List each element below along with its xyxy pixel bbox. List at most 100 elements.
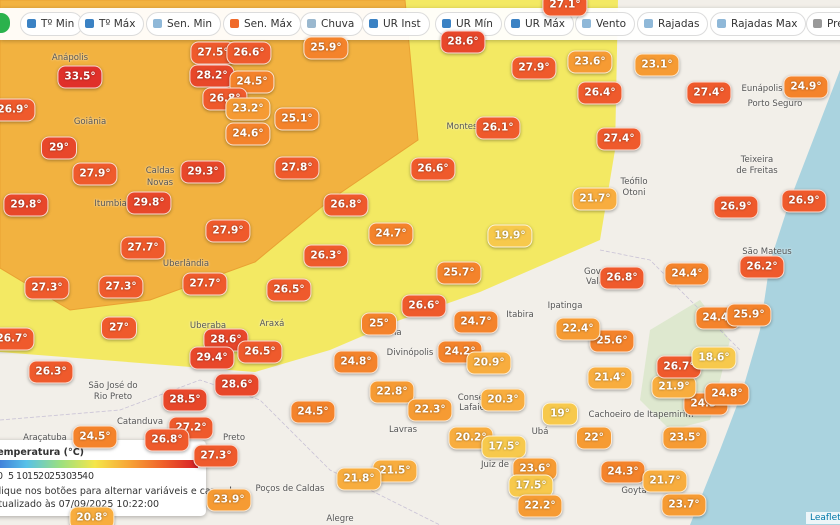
temperature-marker[interactable]: 27.3° [193, 444, 239, 468]
temperature-marker[interactable]: 24.7° [453, 310, 499, 334]
city-label: Porto Seguro [747, 99, 803, 109]
temperature-marker[interactable]: 23.1° [634, 53, 680, 77]
temperature-marker[interactable]: 21.5° [372, 459, 418, 483]
temperature-marker[interactable]: 21.7° [642, 469, 688, 493]
temperature-marker[interactable]: 23.5° [662, 426, 708, 450]
legend: Temperatura (°C) Clique nos botões para … [0, 440, 246, 516]
temperature-marker[interactable]: 27.5° [190, 41, 236, 65]
temperature-marker[interactable]: 22.3° [407, 398, 453, 422]
temperature-marker[interactable]: 23.2° [225, 97, 271, 121]
temperature-marker[interactable]: 22° [576, 426, 612, 450]
temperature-marker[interactable]: 26.7° [656, 355, 702, 379]
temperature-marker[interactable]: 24.8° [333, 350, 379, 374]
temperature-marker[interactable]: 19.9° [487, 224, 533, 248]
layer-button[interactable]: Sen. Máx [223, 12, 302, 36]
temperature-marker[interactable]: 23.6° [567, 50, 613, 74]
temperature-marker[interactable]: 24.3° [600, 460, 646, 484]
temperature-marker[interactable]: 21.8° [336, 467, 382, 491]
layer-button[interactable]: Pressão [806, 12, 840, 36]
temperature-marker[interactable]: 28.6° [214, 373, 260, 397]
temperature-marker[interactable]: 21.4° [587, 366, 633, 390]
temperature-marker[interactable]: 27.9° [205, 219, 251, 243]
temperature-marker[interactable]: 25.9° [303, 36, 349, 60]
temperature-marker[interactable]: 28.2° [189, 64, 235, 88]
layer-button[interactable]: Vento [575, 12, 636, 36]
temperature-marker[interactable]: 26.2° [739, 255, 785, 279]
temperature-marker[interactable]: 27.3° [98, 275, 144, 299]
temperature-marker[interactable]: 29.3° [180, 160, 226, 184]
temperature-marker[interactable]: 26.9° [0, 98, 36, 122]
temperature-marker[interactable]: 28.5° [162, 388, 208, 412]
temperature-marker[interactable]: 29.4° [189, 346, 235, 370]
layer-button[interactable]: Tº Máx [78, 12, 145, 36]
temperature-marker[interactable]: 27.7° [120, 236, 166, 260]
temperature-marker[interactable]: 26.9° [781, 189, 827, 213]
temperature-marker[interactable]: 26.7° [0, 327, 35, 351]
temperature-marker[interactable]: 24.4° [664, 262, 710, 286]
layer-button[interactable]: Tº Min [20, 12, 84, 36]
temperature-marker[interactable]: 24.9° [783, 75, 829, 99]
temperature-marker[interactable]: 21.9° [651, 375, 697, 399]
temperature-marker[interactable]: 27.8° [274, 156, 320, 180]
temperature-marker[interactable]: 27.4° [686, 81, 732, 105]
temperature-marker[interactable]: 24.6° [225, 122, 271, 146]
temperature-marker[interactable]: 24.8° [704, 382, 750, 406]
temperature-marker[interactable]: 17.5° [481, 435, 527, 459]
temperature-marker[interactable]: 23.7° [661, 493, 707, 517]
temperature-marker[interactable]: 25.6° [589, 329, 635, 353]
temperature-marker[interactable]: 26.5° [237, 340, 283, 364]
temperature-marker[interactable]: 26.8° [599, 266, 645, 290]
city-label: Teófilo [620, 177, 648, 187]
layer-button[interactable]: Chuva [300, 12, 364, 36]
layer-button[interactable]: Rajadas Max [710, 12, 807, 36]
temperature-marker[interactable]: 29.8° [3, 193, 49, 217]
temperature-marker[interactable]: 26.3° [303, 244, 349, 268]
temperature-marker[interactable]: 26.9° [713, 195, 759, 219]
temperature-marker[interactable]: 26.6° [401, 294, 447, 318]
temperature-marker[interactable]: 17.5° [508, 474, 554, 498]
temperature-marker[interactable]: 29.8° [126, 191, 172, 215]
temperature-marker[interactable]: 27.9° [511, 56, 557, 80]
temperature-marker[interactable]: 27.1° [542, 0, 588, 17]
temperature-marker[interactable]: 19° [542, 402, 578, 426]
temperature-marker[interactable]: 33.5° [57, 65, 103, 89]
temperature-marker[interactable]: 26.6° [226, 41, 272, 65]
temperature-marker[interactable]: 22.8° [369, 380, 415, 404]
temperature-marker[interactable]: 25.1° [274, 107, 320, 131]
temperature-marker[interactable]: 23.9° [206, 488, 252, 512]
temperature-marker[interactable]: 27.7° [182, 272, 228, 296]
temperature-marker[interactable]: 24.5° [72, 425, 118, 449]
temperature-marker[interactable]: 27° [101, 316, 137, 340]
temperature-marker[interactable]: 21.7° [572, 187, 618, 211]
temperature-marker[interactable]: 26.8° [323, 193, 369, 217]
temperature-marker[interactable]: 29° [41, 136, 77, 160]
toolbar-toggle[interactable] [0, 13, 10, 33]
layer-button[interactable]: UR Inst [362, 12, 430, 36]
temperature-marker[interactable]: 27.3° [24, 276, 70, 300]
attribution[interactable]: Leaflet [806, 512, 840, 524]
button-label: Chuva [321, 18, 355, 30]
temperature-marker[interactable]: 18.6° [691, 346, 737, 370]
temperature-marker[interactable]: 20.9° [466, 351, 512, 375]
temperature-marker[interactable]: 27.4° [596, 127, 642, 151]
temperature-marker[interactable]: 25.9° [726, 303, 772, 327]
temperature-marker[interactable]: 27.9° [72, 162, 118, 186]
temperature-marker[interactable]: 25° [361, 312, 397, 336]
temperature-marker[interactable]: 26.6° [410, 157, 456, 181]
temperature-marker[interactable]: 20.3° [480, 388, 526, 412]
temperature-marker[interactable]: 26.5° [266, 278, 312, 302]
temperature-marker[interactable]: 25.7° [436, 261, 482, 285]
temperature-marker[interactable]: 22.4° [555, 317, 601, 341]
temperature-marker[interactable]: 24.7° [368, 222, 414, 246]
temperature-marker[interactable]: 26.4° [577, 81, 623, 105]
temperature-marker[interactable]: 28.6° [440, 30, 486, 54]
temperature-marker[interactable]: 22.2° [517, 494, 563, 518]
layer-button[interactable]: Rajadas [637, 12, 709, 36]
temperature-marker[interactable]: 20.8° [69, 506, 115, 525]
layer-button[interactable]: Sen. Min [146, 12, 222, 36]
temperature-marker[interactable]: 26.1° [475, 116, 521, 140]
temperature-marker[interactable]: 24.5° [290, 400, 336, 424]
temperature-marker[interactable]: 26.8° [144, 428, 190, 452]
temperature-marker[interactable]: 26.3° [28, 360, 74, 384]
